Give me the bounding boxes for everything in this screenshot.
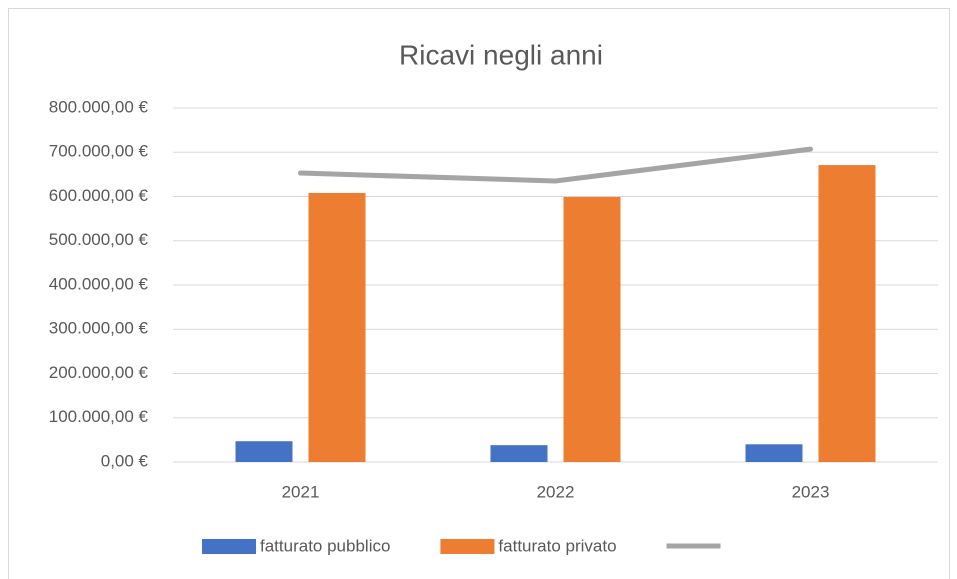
y-tick-label: 500.000,00 €	[49, 230, 149, 249]
chart-title: Ricavi negli anni	[399, 39, 603, 70]
bar	[745, 444, 803, 462]
x-tick-label: 2021	[282, 482, 320, 501]
y-tick-label: 400.000,00 €	[49, 274, 149, 293]
y-tick-label: 100.000,00 €	[49, 407, 149, 426]
x-tick-label: 2023	[792, 482, 830, 501]
y-tick-label: 300.000,00 €	[49, 319, 149, 338]
legend-swatch	[440, 539, 495, 554]
bar	[235, 441, 293, 462]
legend-label: fatturato privato	[498, 536, 616, 555]
chart-border	[8, 8, 950, 579]
y-tick-label: 800.000,00 €	[49, 97, 149, 116]
legend-swatch	[202, 539, 256, 554]
bar	[818, 165, 876, 462]
x-tick-label: 2022	[537, 482, 575, 501]
y-tick-label: 700.000,00 €	[49, 142, 149, 161]
y-tick-label: 600.000,00 €	[49, 186, 149, 205]
legend-label: fatturato pubblico	[260, 536, 390, 555]
bar	[563, 196, 621, 462]
y-tick-label: 200.000,00 €	[49, 363, 149, 382]
bar	[490, 445, 548, 462]
y-tick-label: 0,00 €	[101, 451, 149, 470]
bar	[308, 192, 366, 462]
line	[298, 146, 813, 184]
